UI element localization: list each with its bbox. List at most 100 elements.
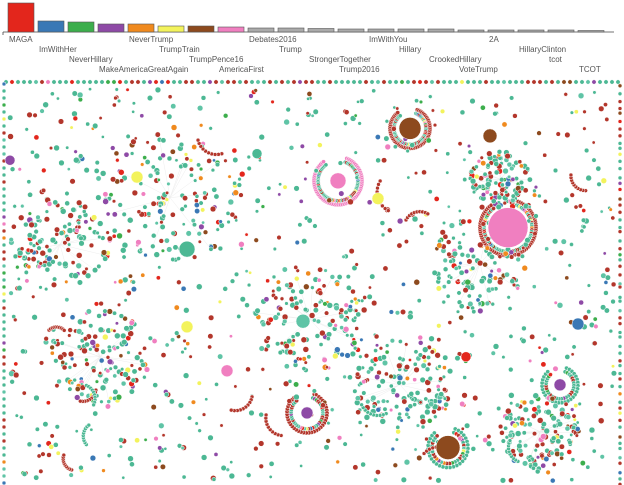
node[interactable] xyxy=(78,153,84,159)
node[interactable] xyxy=(569,110,574,115)
node[interactable] xyxy=(579,460,586,467)
node[interactable] xyxy=(253,237,259,243)
node[interactable] xyxy=(72,272,79,279)
node[interactable] xyxy=(327,79,333,85)
node[interactable] xyxy=(1,326,7,332)
node[interactable] xyxy=(497,278,504,286)
node[interactable] xyxy=(456,278,461,283)
node[interactable] xyxy=(62,240,68,246)
node[interactable] xyxy=(545,409,552,416)
node[interactable] xyxy=(581,217,587,223)
node[interactable] xyxy=(52,199,59,206)
node[interactable] xyxy=(8,237,14,243)
node[interactable] xyxy=(398,339,403,344)
node[interactable] xyxy=(293,265,299,270)
node[interactable] xyxy=(73,149,78,154)
node[interactable] xyxy=(202,195,208,201)
node[interactable] xyxy=(95,194,102,201)
node[interactable] xyxy=(8,290,14,296)
node[interactable] xyxy=(434,433,440,439)
node[interactable] xyxy=(566,449,573,455)
node[interactable] xyxy=(577,203,583,209)
node[interactable] xyxy=(282,184,288,190)
node[interactable] xyxy=(129,363,134,368)
node[interactable] xyxy=(207,434,214,441)
node[interactable] xyxy=(74,394,81,401)
node[interactable] xyxy=(163,446,168,451)
node[interactable] xyxy=(395,110,401,115)
node[interactable] xyxy=(617,181,623,186)
node[interactable] xyxy=(127,216,134,224)
node[interactable] xyxy=(529,377,535,383)
node[interactable] xyxy=(355,311,362,318)
node[interactable] xyxy=(301,366,307,372)
node[interactable] xyxy=(617,344,623,349)
node[interactable] xyxy=(617,434,623,440)
node[interactable] xyxy=(339,352,345,358)
node[interactable] xyxy=(435,79,441,85)
node[interactable] xyxy=(468,168,475,175)
node[interactable] xyxy=(418,223,424,229)
node[interactable] xyxy=(451,250,458,257)
node[interactable] xyxy=(610,298,616,305)
node[interactable] xyxy=(125,87,130,92)
node[interactable] xyxy=(81,79,87,85)
node[interactable] xyxy=(180,350,185,355)
node[interactable] xyxy=(479,155,484,160)
node[interactable] xyxy=(146,211,152,217)
node[interactable] xyxy=(487,170,493,176)
node[interactable] xyxy=(513,417,518,422)
node[interactable] xyxy=(379,418,386,425)
node[interactable] xyxy=(424,408,431,416)
node[interactable] xyxy=(349,332,355,338)
node[interactable] xyxy=(384,371,389,377)
node[interactable] xyxy=(67,350,75,358)
node[interactable] xyxy=(294,275,300,282)
node[interactable] xyxy=(482,128,498,144)
node[interactable] xyxy=(499,177,505,183)
node[interactable] xyxy=(445,151,451,157)
node[interactable] xyxy=(380,203,385,209)
node[interactable] xyxy=(377,178,383,184)
node[interactable] xyxy=(129,151,135,156)
node[interactable] xyxy=(258,440,265,447)
node[interactable] xyxy=(491,206,496,211)
node[interactable] xyxy=(78,465,84,471)
node[interactable] xyxy=(617,202,623,208)
node[interactable] xyxy=(239,296,246,303)
node[interactable] xyxy=(92,122,99,129)
node[interactable] xyxy=(118,313,125,319)
node[interactable] xyxy=(237,177,242,182)
node[interactable] xyxy=(295,268,300,273)
node[interactable] xyxy=(550,415,557,422)
node[interactable] xyxy=(327,321,333,328)
node[interactable] xyxy=(475,434,480,438)
node[interactable] xyxy=(12,253,19,260)
node[interactable] xyxy=(267,79,273,85)
node[interactable] xyxy=(617,175,623,181)
node[interactable] xyxy=(459,109,466,116)
node[interactable] xyxy=(39,108,45,114)
node[interactable] xyxy=(457,244,463,251)
node[interactable] xyxy=(312,108,319,115)
node[interactable] xyxy=(537,345,542,350)
node[interactable] xyxy=(101,135,105,139)
node[interactable] xyxy=(603,307,610,314)
node[interactable] xyxy=(161,213,167,219)
node[interactable] xyxy=(585,174,592,182)
node[interactable] xyxy=(412,402,417,407)
node[interactable] xyxy=(338,307,345,313)
node[interactable] xyxy=(46,247,53,254)
node[interactable] xyxy=(291,338,296,343)
node[interactable] xyxy=(354,308,359,313)
node[interactable] xyxy=(1,480,7,485)
node[interactable] xyxy=(527,421,533,428)
node[interactable] xyxy=(458,314,464,321)
node[interactable] xyxy=(64,200,70,207)
node[interactable] xyxy=(527,458,532,463)
node[interactable] xyxy=(325,336,331,341)
node[interactable] xyxy=(543,79,549,85)
node[interactable] xyxy=(571,344,577,350)
node[interactable] xyxy=(283,363,290,370)
node[interactable] xyxy=(170,337,176,343)
